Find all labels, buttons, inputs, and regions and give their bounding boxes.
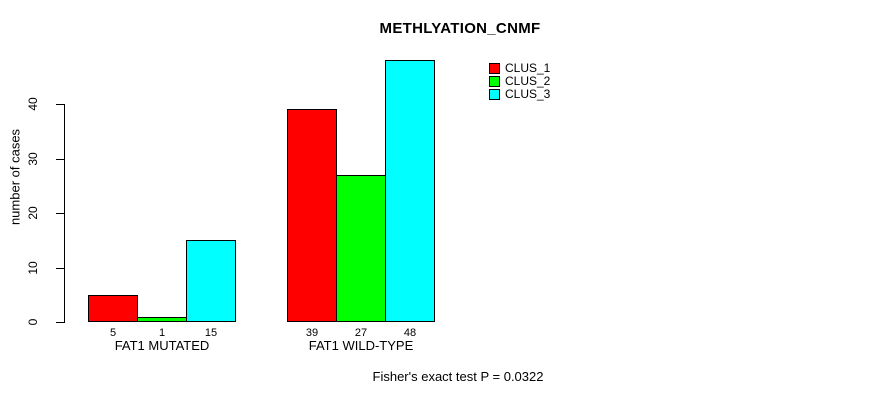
y-tick-label: 0 <box>26 318 40 326</box>
legend-label: CLUS_3 <box>505 87 551 101</box>
y-tick-label: 30 <box>26 152 40 166</box>
clus_2-swatch-icon <box>489 75 500 87</box>
bar-value-label: 48 <box>403 327 417 339</box>
bar-value-label: 5 <box>109 327 117 339</box>
y-axis-line <box>64 104 65 323</box>
legend: CLUS_1 CLUS_2 CLUS_3 <box>489 61 551 101</box>
stat-annotation: Fisher's exact test P = 0.0322 <box>372 369 544 384</box>
y-tick-mark <box>56 213 64 214</box>
y-tick-label: 10 <box>26 261 40 275</box>
y-tick-mark <box>56 268 64 269</box>
legend-label: CLUS_1 <box>505 61 551 75</box>
bar-value-label: 39 <box>305 327 319 339</box>
clus_1-swatch-icon <box>489 62 500 74</box>
bar-clus_2-group2 <box>336 175 386 322</box>
clus_3-swatch-icon <box>489 88 500 100</box>
y-axis-title: number of cases <box>7 128 23 226</box>
category-label: FAT1 WILD-TYPE <box>308 338 414 353</box>
bar-value-label: 27 <box>354 327 368 339</box>
bar-clus_3-group2 <box>385 60 435 322</box>
legend-item-clus_2: CLUS_2 <box>489 74 551 88</box>
legend-item-clus_1: CLUS_1 <box>489 61 551 75</box>
bar-value-label: 15 <box>204 327 218 339</box>
y-tick-label: 20 <box>26 206 40 220</box>
bar-clus_1-group2 <box>287 109 337 322</box>
chart-title: METHLYATION_CNMF <box>379 20 541 37</box>
y-tick-label: 40 <box>26 97 40 111</box>
category-label: FAT1 MUTATED <box>114 338 210 353</box>
legend-label: CLUS_2 <box>505 74 551 88</box>
y-tick-mark <box>56 104 64 105</box>
y-tick-mark <box>56 159 64 160</box>
bar-clus_2-group1 <box>137 317 187 322</box>
bar-clus_3-group1 <box>186 240 236 322</box>
bar-value-label: 1 <box>158 327 166 339</box>
y-tick-mark <box>56 322 64 323</box>
legend-item-clus_3: CLUS_3 <box>489 87 551 101</box>
bar-clus_1-group1 <box>88 295 138 322</box>
